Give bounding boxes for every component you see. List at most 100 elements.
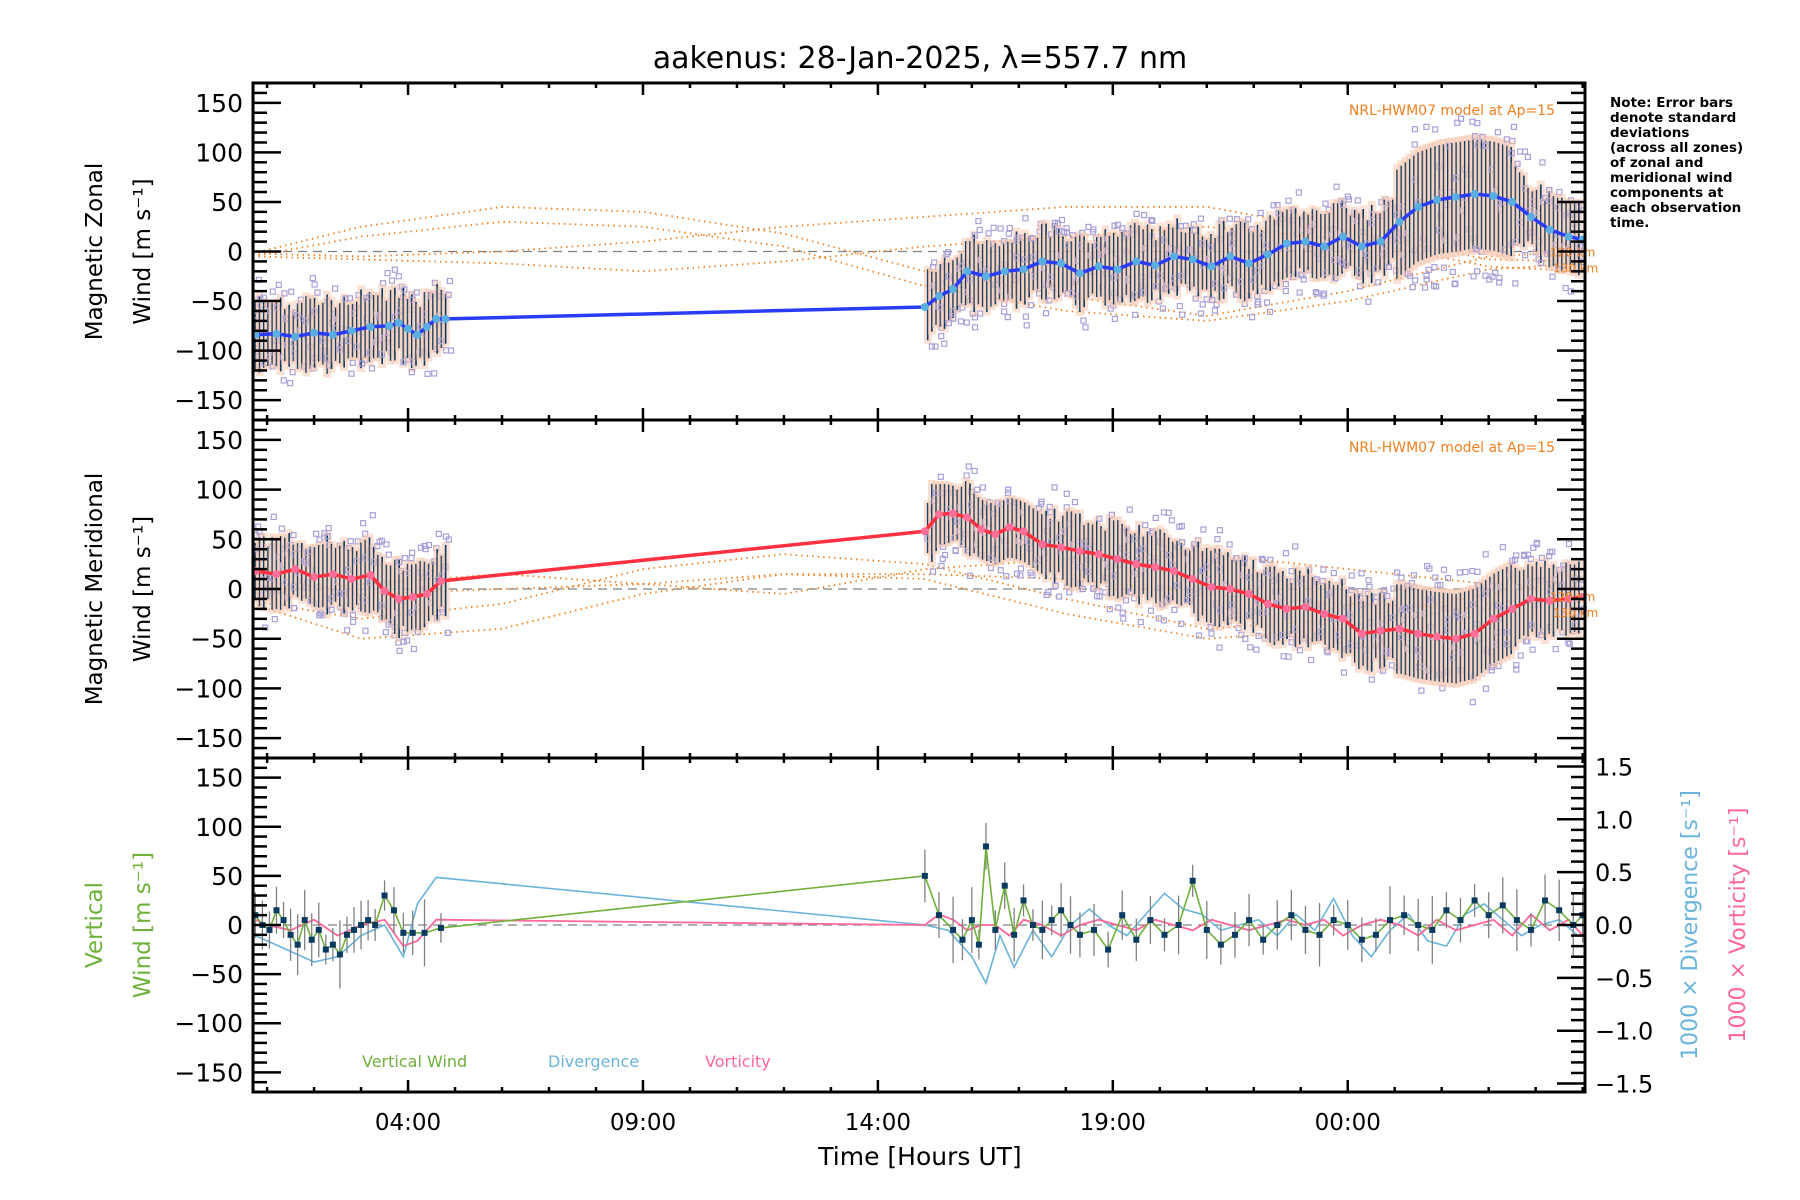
zone-point	[431, 370, 438, 377]
left-tick-label: 100	[195, 813, 243, 842]
zone-point	[342, 295, 349, 302]
zone-point	[396, 647, 403, 654]
zone-point	[408, 554, 415, 562]
mean-point	[1132, 560, 1141, 569]
zone-point	[1409, 284, 1416, 291]
left-tick-label: −100	[174, 1009, 243, 1038]
zone-point	[275, 281, 282, 289]
vertical-wind-point	[935, 912, 942, 919]
zone-point	[965, 463, 972, 470]
zone-point	[424, 370, 431, 377]
zone-point	[1469, 567, 1476, 575]
zone-point	[348, 370, 355, 377]
zone-point	[974, 486, 981, 493]
mean-point	[328, 330, 337, 339]
zone-point	[281, 290, 288, 297]
zone-point	[1209, 296, 1216, 304]
zone-point	[1365, 577, 1372, 584]
zone-point	[1264, 299, 1271, 306]
zone-point	[1254, 298, 1262, 306]
mean-point	[1526, 594, 1535, 603]
zone-point	[1126, 506, 1133, 513]
zone-point	[1514, 160, 1521, 167]
vertical-wind-point	[968, 917, 975, 924]
vertical-wind-point	[1415, 922, 1422, 928]
zone-point	[1358, 570, 1365, 577]
zone-point	[1494, 129, 1501, 136]
zone-point	[1013, 570, 1021, 577]
zone-point	[937, 473, 944, 480]
legend-vorticity: Vorticity	[705, 1052, 771, 1071]
zone-point	[325, 525, 332, 532]
zone-point	[1023, 322, 1030, 329]
zone-point	[290, 605, 298, 612]
vertical-wind-point	[1119, 912, 1126, 919]
vertical-wind-point	[975, 941, 982, 948]
mean-point	[1226, 585, 1235, 593]
zone-point	[1253, 646, 1260, 653]
mean-point	[1282, 604, 1291, 613]
zone-point	[391, 266, 398, 273]
mean-point	[1019, 527, 1028, 536]
mean-point	[934, 510, 943, 519]
zone-point	[1270, 202, 1277, 209]
zone-point	[1510, 123, 1518, 131]
vertical-wind-point	[1246, 917, 1253, 924]
zone-point	[979, 484, 986, 491]
mean-point	[1057, 259, 1066, 268]
zone-point	[1512, 280, 1519, 287]
left-tick-label: 150	[195, 89, 243, 118]
left-tick-label: −50	[190, 625, 243, 654]
zone-point	[1063, 490, 1070, 497]
zone-point	[1513, 662, 1520, 669]
mean-point	[422, 322, 431, 331]
zone-point	[1148, 216, 1155, 224]
zone-point	[1562, 284, 1569, 292]
zone-point	[957, 318, 965, 325]
zone-point	[1411, 126, 1418, 133]
zone-point	[1245, 216, 1252, 223]
zone-point	[1516, 148, 1524, 155]
vertical-wind-point	[329, 941, 336, 948]
vertical-wind-point	[1203, 926, 1210, 933]
zone-point	[1314, 290, 1321, 297]
zone-point	[1517, 652, 1524, 659]
zone-point	[976, 310, 984, 317]
vertical-wind-point	[1011, 931, 1018, 938]
mean-point	[436, 577, 445, 586]
zone-point	[1470, 273, 1477, 280]
mean-point	[963, 513, 972, 522]
note-line: meridional wind	[1610, 170, 1733, 186]
vertical-wind-point	[365, 917, 372, 924]
zone-point	[1165, 509, 1172, 516]
mean-point	[1339, 614, 1348, 623]
zone-point	[1354, 197, 1361, 204]
zone-point	[1524, 153, 1531, 161]
zone-point	[1004, 489, 1012, 496]
mean-point	[1038, 257, 1047, 266]
vertical-wind-point	[1189, 877, 1196, 884]
zone-point	[1482, 272, 1489, 279]
mean-point	[977, 525, 986, 534]
zone-point	[309, 275, 316, 282]
mean-point	[1357, 242, 1366, 251]
zone-point	[932, 343, 939, 350]
zone-point	[1503, 136, 1510, 143]
zone-point	[1431, 264, 1438, 271]
zone-point	[1063, 229, 1071, 236]
zone-point	[1444, 575, 1452, 582]
zone-point	[1381, 587, 1388, 594]
zone-point	[1247, 644, 1254, 651]
vertical-wind-point	[1344, 922, 1351, 928]
divergence-axis-label: 1000 × Divergence [s⁻¹]	[1678, 790, 1703, 1060]
zone-point	[1489, 273, 1496, 280]
zone-point	[1432, 126, 1439, 133]
left-tick-label: −150	[174, 386, 243, 415]
mean-point	[408, 592, 417, 601]
zone-point	[1266, 308, 1274, 315]
mean-point	[1395, 217, 1404, 226]
mean-point	[1094, 262, 1103, 271]
zone-point	[1001, 308, 1008, 315]
zone-point	[1513, 666, 1520, 673]
zone-point	[1003, 573, 1010, 580]
